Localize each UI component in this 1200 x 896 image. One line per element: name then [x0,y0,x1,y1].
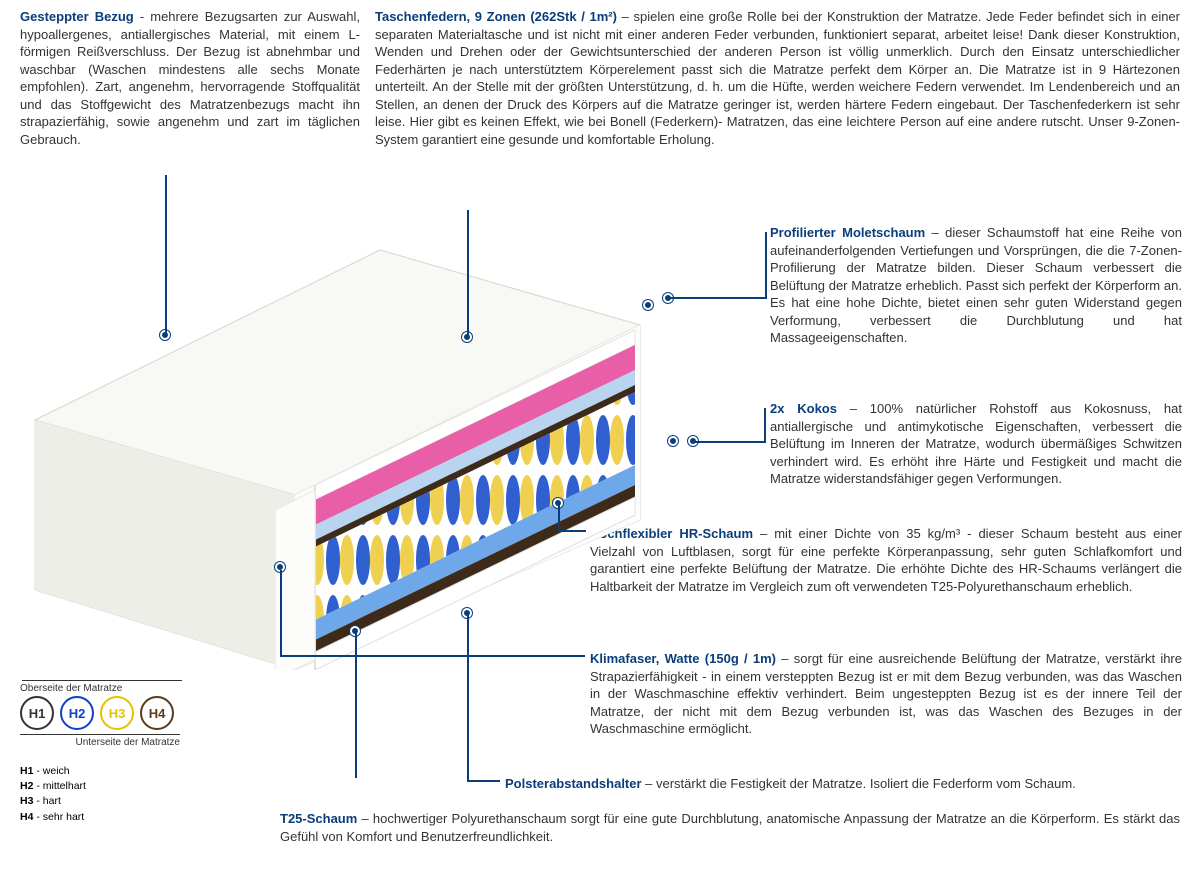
right-block-0: Profilierter Moletschaum – dieser Schaum… [770,224,1182,347]
hardness-legend: Oberseite der Matratze H1 H2 H3 H4 Unter… [20,680,280,825]
legend-circle-h3: H3 [100,696,134,730]
topleft-block: Gesteppter Bezug - mehrere Bezugsarten z… [20,8,360,148]
right-body-0: – dieser Schaumstoff hat eine Reihe von … [770,225,1182,345]
mattress-illustration [25,230,755,670]
right-title-5: T25-Schaum [280,811,357,826]
legend-definitions: H1 - weich H2 - mittelhart H3 - hart H4 … [20,764,280,825]
line-hr-h [558,530,586,532]
right-block-1: 2x Kokos – 100% natürlicher Rohstoff aus… [770,400,1182,488]
line-klima-h [280,655,585,657]
line-t25-v [355,633,357,778]
right-body-5: – hochwertiger Polyurethanschaum sorgt f… [280,811,1180,844]
legend-caption-top: Oberseite der Matratze [20,683,280,694]
legend-circle-h2: H2 [60,696,94,730]
right-body-4: – verstärkt die Festigkeit der Matratze.… [642,776,1076,791]
legend-circle-h1: H1 [20,696,54,730]
line-springs [467,210,469,338]
legend-caption-bottom: Unterseite der Matratze [76,737,181,748]
topleft-title: Gesteppter Bezug [20,9,134,24]
line-pink-v [765,232,767,299]
legend-circle-h4: H4 [140,696,174,730]
right-title-1: 2x Kokos [770,401,837,416]
line-hr [558,505,560,530]
line-pink [670,297,766,299]
right-block-5: T25-Schaum – hochwertiger Polyurethansch… [280,810,1180,845]
line-coco-v [764,408,766,443]
right-title-4: Polsterabstandshalter [505,776,642,791]
topright-block: Taschenfedern, 9 Zonen (262Stk / 1m²) – … [375,8,1180,148]
topright-title: Taschenfedern, 9 Zonen (262Stk / 1m²) [375,9,617,24]
line-polster-v [467,615,469,780]
right-title-0: Profilierter Moletschaum [770,225,925,240]
line-cover [165,175,167,335]
right-block-4: Polsterabstandshalter – verstärkt die Fe… [505,775,1185,793]
line-polster-h [467,780,500,782]
dot-pink1 [643,300,653,310]
line-coco [695,441,765,443]
line-klima-v [280,570,282,655]
dot-coco1 [668,436,678,446]
topleft-body: - mehrere Bezugsarten zur Auswahl, hypoa… [20,9,360,147]
topright-body: – spielen eine große Rolle bei der Konst… [375,9,1180,147]
